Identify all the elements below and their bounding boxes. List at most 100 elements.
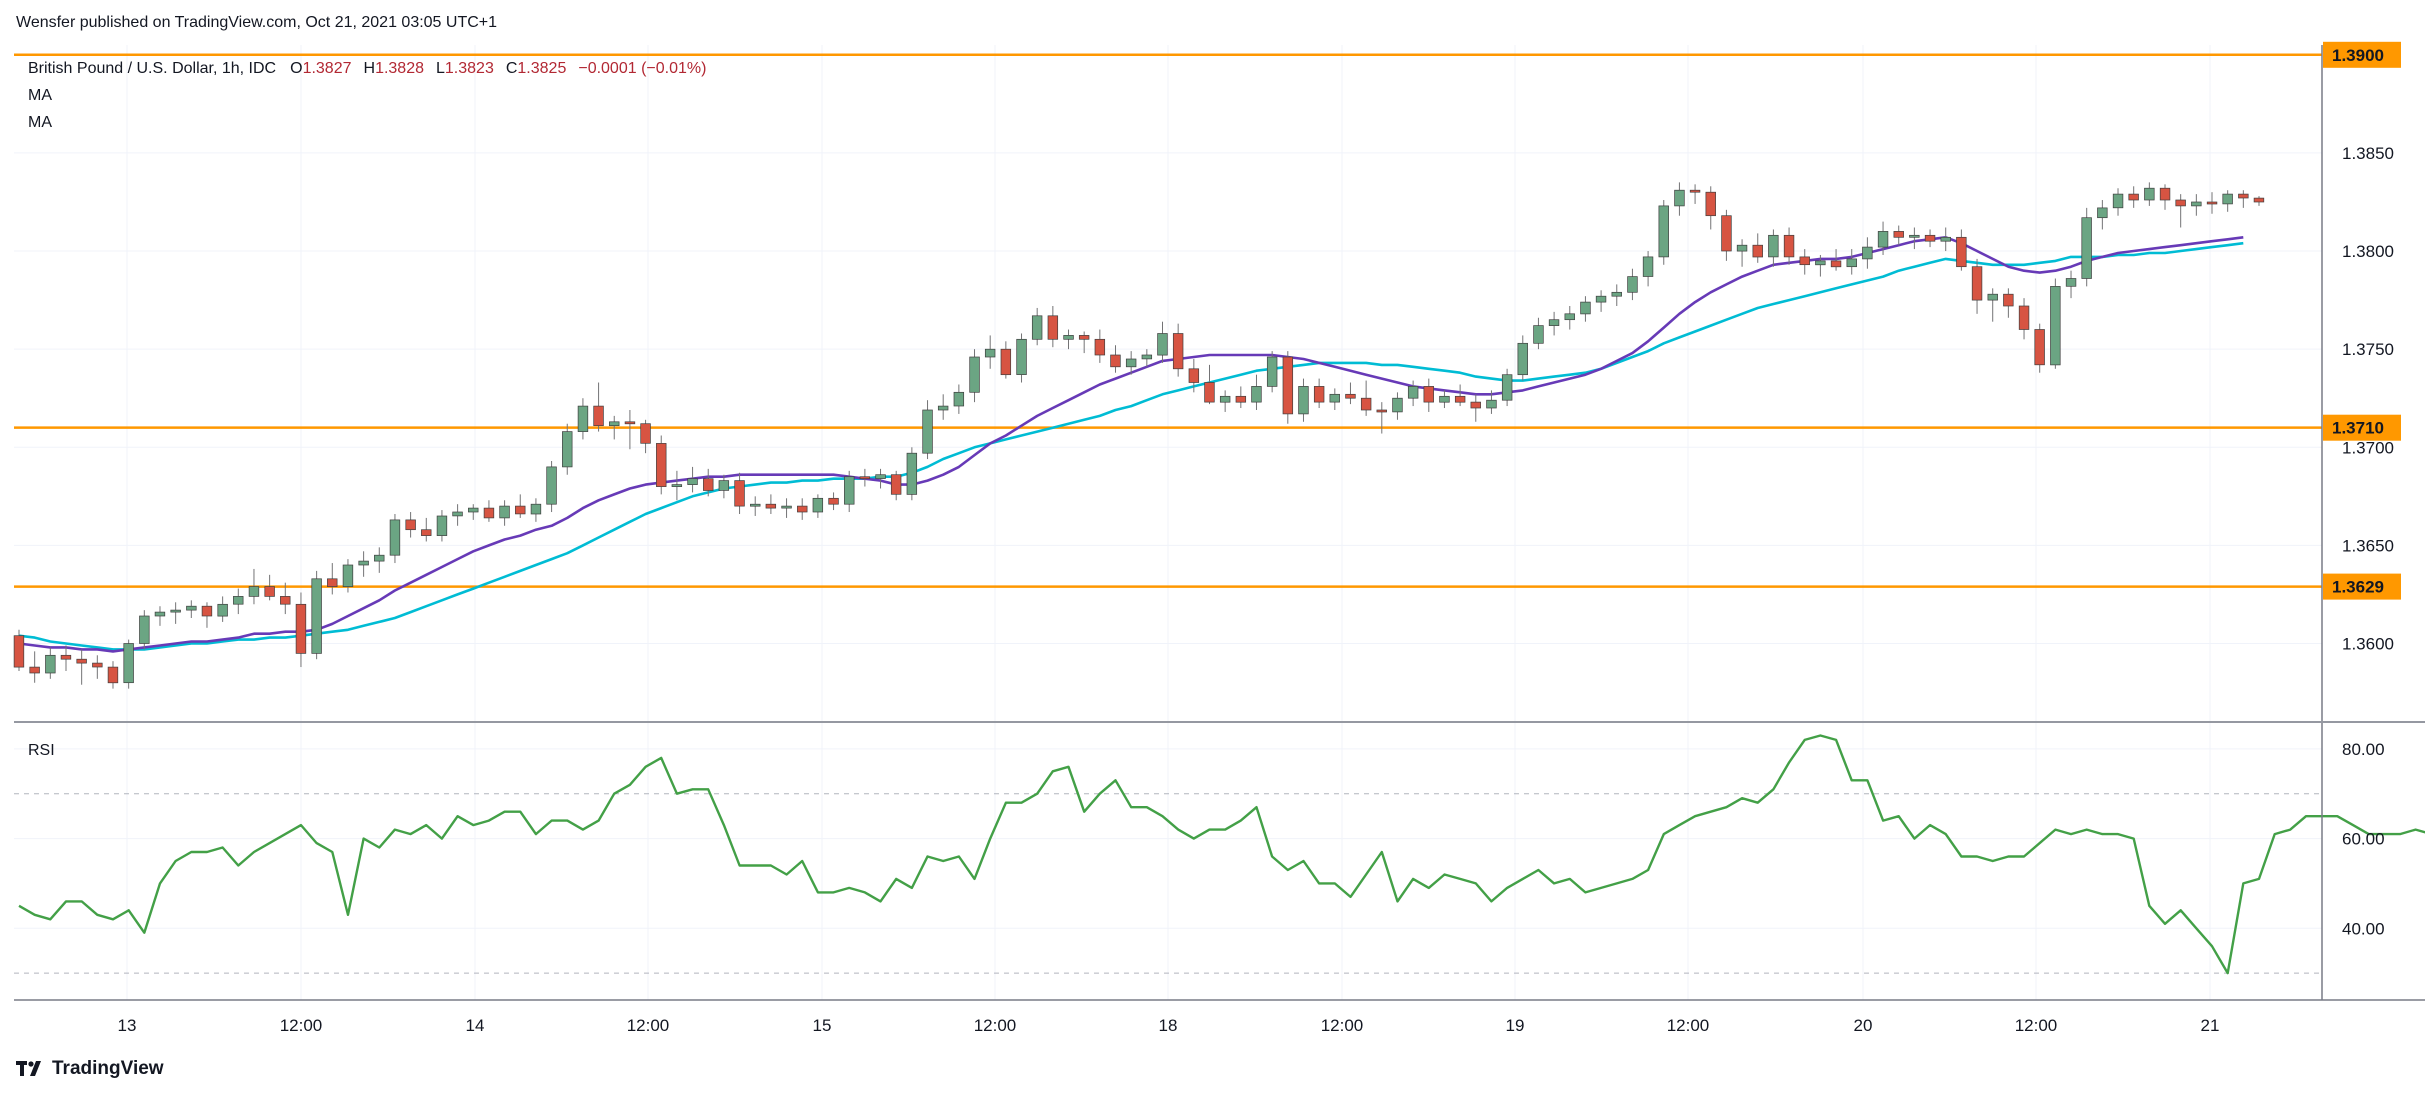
- time-tick-label: 12:00: [280, 1016, 323, 1035]
- candle-body: [1705, 191, 1716, 217]
- candle-body: [1595, 295, 1607, 303]
- price-tick-label: 1.3850: [2342, 144, 2394, 163]
- legend-open: 1.3827: [303, 60, 352, 77]
- candle-body: [2128, 193, 2139, 201]
- horizontal-lines[interactable]: [14, 53, 2322, 588]
- price-line-tag: [2323, 573, 2401, 600]
- ma-fast-line: [18, 236, 2244, 653]
- price-tick-label: 1.3650: [2342, 536, 2394, 555]
- price-line-label: 1.3629: [2332, 578, 2384, 597]
- candle-body: [1439, 395, 1450, 403]
- candle-body: [1157, 333, 1168, 356]
- candle-body: [1909, 234, 1920, 238]
- candle-body: [1172, 333, 1184, 370]
- candle-body: [1188, 368, 1200, 383]
- candle-body: [969, 356, 980, 393]
- candle-body: [1407, 386, 1419, 399]
- candle-body: [530, 503, 542, 515]
- candle-body: [984, 348, 996, 358]
- time-tick-label: 15: [813, 1016, 832, 1035]
- brand-name: TradingView: [52, 1058, 164, 1079]
- candle-body: [327, 578, 338, 587]
- candle-body: [2222, 193, 2233, 205]
- candle-body: [1110, 354, 1121, 368]
- candle-body: [1971, 266, 1983, 301]
- time-tick-label: 13: [118, 1016, 137, 1035]
- candle-body: [1924, 234, 1936, 242]
- candle-body: [374, 554, 385, 562]
- candle-body: [562, 431, 573, 468]
- candle-body: [358, 560, 369, 566]
- rsi-bands: [14, 793, 2322, 974]
- candle-body: [812, 497, 824, 513]
- candle-body: [2144, 187, 2155, 201]
- price-axis[interactable]: 1.3600 1.3650 1.3700 1.3750 1.3800 1.3850 40.0…: [2342, 144, 2394, 938]
- tradingview-brand[interactable]: TradingView: [16, 1058, 164, 1080]
- candle-body: [1987, 293, 1998, 301]
- time-tick-label: 19: [1506, 1016, 1525, 1035]
- publish-info: Wensfer published on TradingView.com, Oc…: [16, 14, 498, 31]
- candle-body: [1235, 395, 1247, 403]
- candle-body: [1674, 189, 1685, 207]
- price-line-label: 1.3710: [2332, 419, 2384, 438]
- candle-body: [2003, 293, 2014, 307]
- candle-body: [890, 474, 902, 495]
- candle-body: [154, 611, 166, 617]
- candle-body: [1501, 374, 1513, 401]
- candle-body: [1454, 395, 1466, 403]
- candle-body: [1940, 236, 1951, 242]
- candle-body: [29, 666, 40, 674]
- candle-body: [1251, 386, 1262, 403]
- time-tick-label: 20: [1854, 1016, 1873, 1035]
- rsi-line: [18, 734, 2425, 975]
- candle-body: [2206, 201, 2218, 205]
- candle-body: [546, 466, 557, 505]
- candle-body: [1282, 356, 1294, 415]
- legend-low: 1.3823: [445, 60, 494, 77]
- candle-body: [1721, 215, 1732, 252]
- candle-body: [233, 596, 244, 605]
- candle-body: [1564, 313, 1575, 321]
- candle-body: [1783, 234, 1795, 258]
- price-tick-label: 1.3700: [2342, 438, 2394, 457]
- rsi-tick-label: 80.00: [2342, 740, 2385, 759]
- time-tick-label: 21: [2201, 1016, 2220, 1035]
- candle-body: [1078, 335, 1090, 340]
- candle-body: [1815, 260, 1826, 266]
- candle-body: [922, 409, 933, 454]
- candle-body: [217, 603, 228, 617]
- candle-body: [186, 605, 197, 611]
- time-tick-label: 12:00: [627, 1016, 670, 1035]
- candle-body: [1047, 315, 1059, 340]
- candle-body: [703, 478, 714, 491]
- candle-body: [1533, 325, 1544, 344]
- candle-body: [1125, 358, 1137, 368]
- price-line-tag: [2323, 41, 2401, 68]
- candle-body: [1000, 348, 1012, 376]
- candle-body: [1752, 244, 1763, 258]
- time-axis[interactable]: 13 12:00 14 12:00 15 12:00 18 12:00 19 12:00 20 12:…: [118, 1016, 2220, 1035]
- candle-body: [1219, 395, 1231, 403]
- candle-body: [1611, 291, 1622, 297]
- candle-body: [1658, 205, 1669, 258]
- candle-body: [1846, 258, 1857, 268]
- candle-body: [1627, 276, 1638, 293]
- candle-body: [2018, 305, 2030, 330]
- candle-body: [1204, 382, 1215, 403]
- candle-body: [248, 586, 260, 597]
- candle-body: [421, 529, 432, 536]
- legend-close: 1.3825: [517, 60, 566, 77]
- candle-body: [1956, 236, 1967, 268]
- candle-body: [656, 443, 667, 487]
- legend-ma-2[interactable]: MA: [28, 114, 52, 131]
- legend-ma-1[interactable]: MA: [28, 87, 52, 104]
- candle-body: [107, 666, 119, 684]
- candle-body: [687, 478, 698, 485]
- candle-body: [2175, 199, 2186, 207]
- candle-body: [295, 603, 307, 654]
- candle-body: [765, 503, 777, 509]
- candle-body: [311, 578, 322, 654]
- candle-body: [1830, 260, 1842, 268]
- legend-rsi[interactable]: RSI: [28, 742, 55, 759]
